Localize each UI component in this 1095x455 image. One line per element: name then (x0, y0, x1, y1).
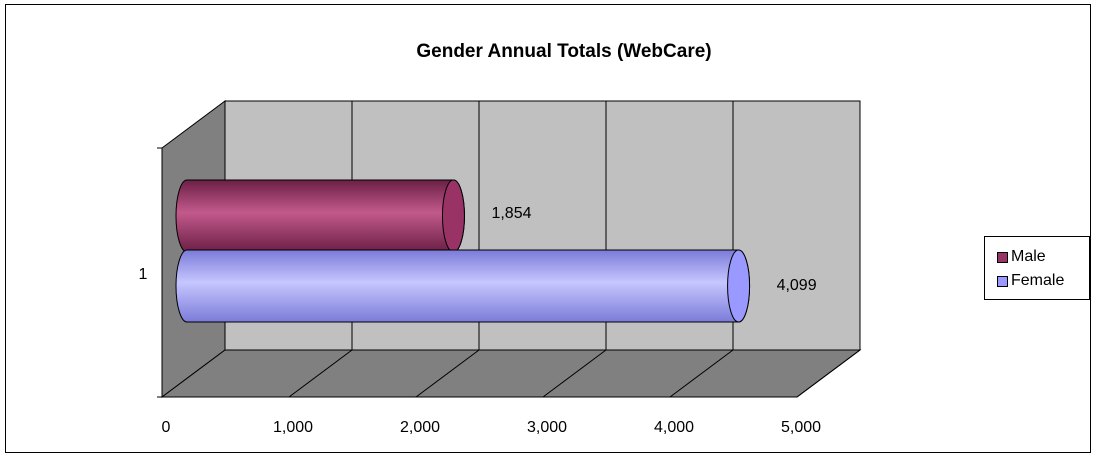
x-tick-label: 1,000 (273, 419, 313, 436)
floor (160, 349, 862, 398)
floor-line-1000 (288, 349, 353, 398)
value-label-female: 4,099 (777, 277, 817, 294)
bar-cap-male (441, 179, 465, 253)
floor-line-5000 (796, 349, 861, 398)
floor-line-4000 (669, 349, 734, 398)
x-tick-label: 3,000 (527, 419, 567, 436)
x-tick-label: 2,000 (400, 419, 440, 436)
legend-swatch-female (997, 275, 1008, 287)
x-tick-label: 4,000 (654, 419, 694, 436)
legend: Male Female (984, 236, 1090, 300)
legend-swatch-male (997, 251, 1008, 263)
legend-label-male: Male (1011, 248, 1046, 265)
legend-item-female: Female (997, 271, 1064, 291)
bar-cap-female (727, 249, 751, 323)
x-tick-label: 5,000 (781, 419, 821, 436)
bar-female (175, 249, 751, 323)
chart-title: Gender Annual Totals (WebCare) (416, 41, 711, 62)
category-label: 1 (139, 266, 148, 283)
legend-item-male: Male (997, 247, 1046, 267)
floor-line-2000 (415, 349, 480, 398)
legend-label-female: Female (1011, 272, 1065, 289)
bar-male (175, 179, 465, 253)
x-tick-label: 0 (162, 419, 171, 436)
value-label-male: 1,854 (491, 205, 531, 222)
floor-line-3000 (542, 349, 607, 398)
